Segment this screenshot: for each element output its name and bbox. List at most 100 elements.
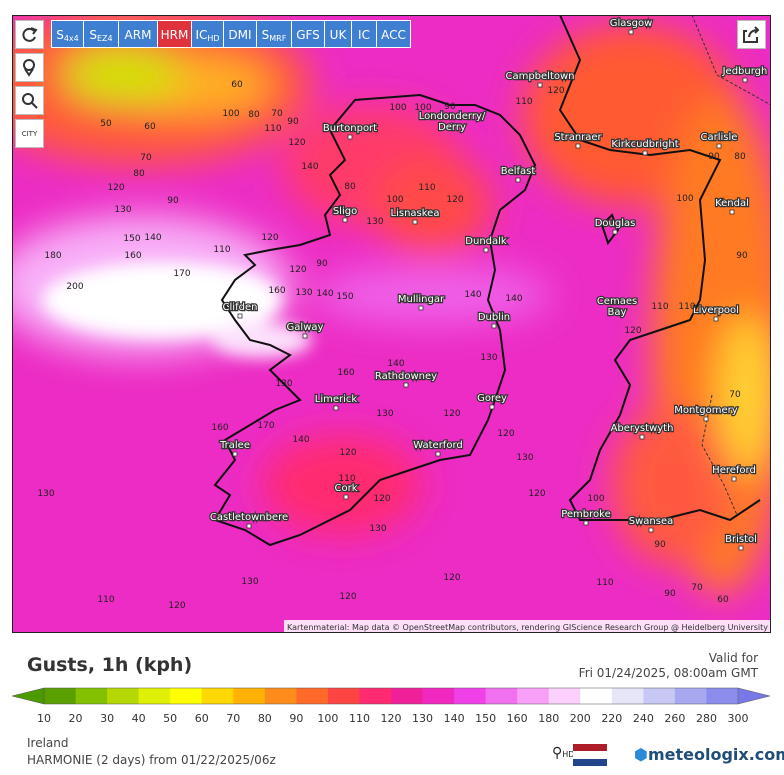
city-label: Londonderry/ xyxy=(419,111,486,122)
contour-label: 70 xyxy=(271,109,283,119)
city-label: Douglas xyxy=(595,218,636,229)
model-button[interactable]: GFS xyxy=(291,20,325,48)
model-sub: EZ4 xyxy=(97,34,113,43)
search-icon: ⚲ xyxy=(552,745,563,761)
city-label: Waterford xyxy=(413,440,462,451)
color-swatch xyxy=(264,688,297,704)
city-dot xyxy=(614,307,620,313)
contour-label: 50 xyxy=(100,119,112,129)
color-swatch xyxy=(611,688,644,704)
flag[interactable] xyxy=(573,744,607,766)
city-label: Aberystwyth xyxy=(611,423,674,434)
contour-label: 100 xyxy=(414,103,431,113)
contour-label: 180 xyxy=(44,251,61,261)
city-dot xyxy=(575,143,581,149)
attribution-bg xyxy=(284,620,771,633)
contour-label: 110 xyxy=(596,578,613,588)
contour-label: 100 xyxy=(222,109,239,119)
model-name: IC xyxy=(195,28,208,42)
zoom-button[interactable] xyxy=(15,86,44,115)
city-label: Belfast xyxy=(501,166,536,177)
share-icon xyxy=(743,26,760,43)
contour-label: 80 xyxy=(133,169,145,179)
city-label: Bristol xyxy=(725,534,757,545)
contour-label: 100 xyxy=(389,103,406,113)
city-dot xyxy=(713,316,719,322)
colorbar-label: 140 xyxy=(444,712,465,725)
model-button[interactable]: ICHD xyxy=(191,20,224,48)
city-dot xyxy=(642,150,648,156)
city-label: Kendal xyxy=(715,198,749,209)
colorbar-label: 20 xyxy=(69,712,83,725)
contour-label: 80 xyxy=(248,110,260,120)
model-button[interactable]: HRM xyxy=(157,20,192,48)
colorbar-frame xyxy=(43,687,739,705)
contour-label: 90 xyxy=(444,102,456,112)
model-name: ARM xyxy=(124,28,152,42)
city-dot xyxy=(491,323,497,329)
contour-label: 70 xyxy=(691,583,703,593)
refresh-icon xyxy=(22,27,38,42)
color-swatch xyxy=(580,688,613,704)
contour-label: 90 xyxy=(736,251,748,261)
city-dot xyxy=(729,209,735,215)
city-label: Montgomery xyxy=(674,405,737,416)
model-sub: HD xyxy=(207,34,220,43)
contour-label: 120 xyxy=(443,409,460,419)
city-label: Derry xyxy=(438,122,466,133)
low-arrow xyxy=(11,687,45,705)
model-button[interactable]: DMI xyxy=(223,20,257,48)
model-button[interactable]: ARM xyxy=(118,20,158,48)
city-label: Galway xyxy=(287,322,324,333)
map[interactable]: Glasgow Campbeltown Jedburgh Burtonport Lond… xyxy=(12,15,771,633)
color-swatch xyxy=(422,688,455,704)
contour-label: 110 xyxy=(213,245,230,255)
colorbar-label: 220 xyxy=(601,712,622,725)
contour-label: 90 xyxy=(708,152,720,162)
contour-label: 120 xyxy=(288,138,305,148)
share-button[interactable] xyxy=(737,20,766,49)
contour-label: 110 xyxy=(678,302,695,312)
contour-label: 140 xyxy=(301,162,318,172)
colorbar-label: 10 xyxy=(37,712,51,725)
colorbar-label: 160 xyxy=(507,712,528,725)
city-dot xyxy=(412,219,418,225)
contour-label: 120 xyxy=(168,601,185,611)
contour-label: 170 xyxy=(257,421,274,431)
model-button[interactable]: SEZ4 xyxy=(83,20,119,48)
contour-label: 120 xyxy=(547,86,564,96)
hd-label: HD xyxy=(562,750,575,759)
model-button[interactable]: S4x4 xyxy=(51,20,84,48)
contour-label: 120 xyxy=(446,195,463,205)
model-run: HARMONIE (2 days) from 01/22/2025/06z xyxy=(27,753,276,767)
region: Ireland xyxy=(27,736,69,750)
zoom-icon xyxy=(22,93,38,109)
model-button[interactable]: SMRF xyxy=(256,20,292,48)
contour-label: 60 xyxy=(144,122,156,132)
contour-label: 120 xyxy=(107,183,124,193)
contour-label: 100 xyxy=(587,494,604,504)
colorbar-label: 300 xyxy=(728,712,749,725)
city-label: Limerick xyxy=(315,394,358,405)
color-swatch xyxy=(517,688,550,704)
contour-label: 60 xyxy=(717,595,729,605)
refresh-button[interactable] xyxy=(15,20,44,49)
model-button[interactable]: IC xyxy=(351,20,377,48)
colorbar-label: 150 xyxy=(475,712,496,725)
color-swatch xyxy=(201,688,234,704)
city-button[interactable]: CITY xyxy=(15,119,44,148)
location-button[interactable] xyxy=(15,53,44,82)
model-button[interactable]: ACC xyxy=(376,20,411,48)
city-label: Lisnaskea xyxy=(391,208,440,219)
contour-label: 160 xyxy=(124,251,141,261)
city-dot xyxy=(483,247,489,253)
city-dot xyxy=(237,313,243,319)
contour-label: 130 xyxy=(366,217,383,227)
contour-label: 90 xyxy=(167,196,179,206)
contour-label: 120 xyxy=(624,326,641,336)
city-label: Swansea xyxy=(629,516,673,527)
contour-label: 110 xyxy=(338,474,355,484)
hd-search[interactable]: ⚲HD xyxy=(552,745,574,761)
color-swatch xyxy=(107,688,140,704)
model-button[interactable]: UK xyxy=(324,20,352,48)
